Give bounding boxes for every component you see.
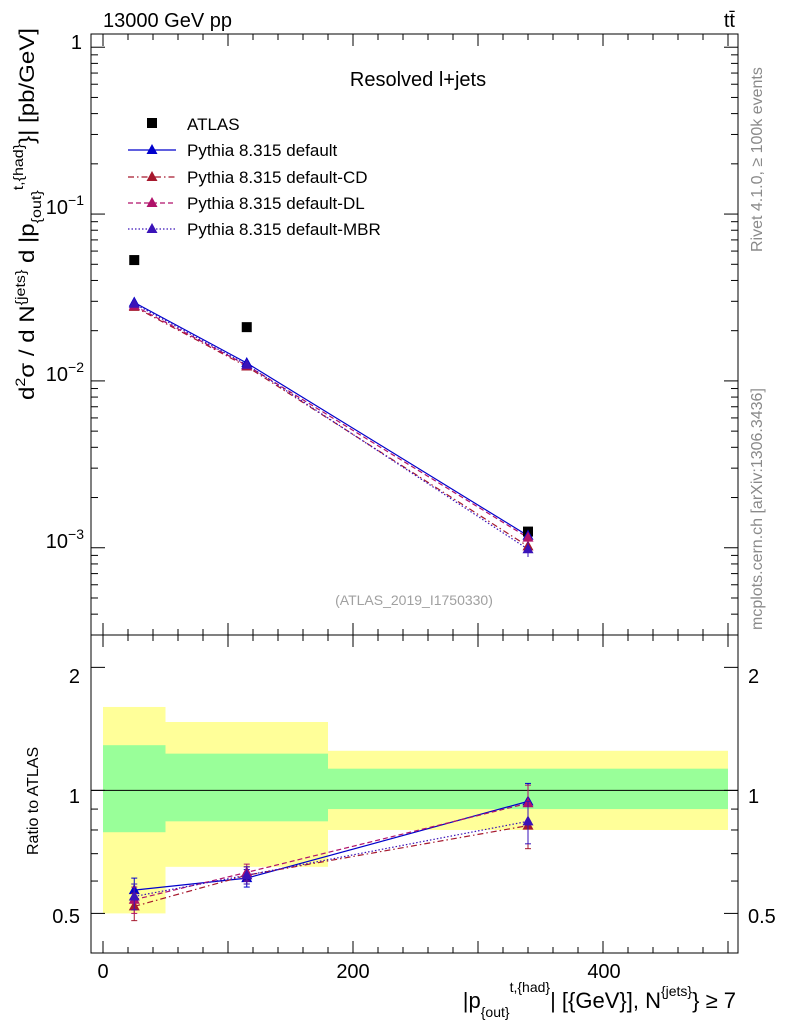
x-axis-title: |p{out}t,{had}| [{GeV}], N{jets}} ≥ 7 [463, 979, 736, 1020]
ratio-y-tick-labels: 0.5 1 2 0.5 1 2 [52, 666, 776, 928]
plot-title: Resolved l+jets [350, 69, 486, 91]
axis-ticks [91, 34, 738, 954]
source-note: mcplots.cern.ch [arXiv:1306.3436] [749, 388, 766, 630]
x-tick-labels: 0 200 400 [97, 961, 620, 983]
analysis-id: (ATLAS_2019_I1750330) [335, 592, 493, 608]
main-y-tick-label: 10−2 [46, 359, 84, 386]
ratio-y-tick-label-left: 1 [69, 786, 80, 808]
x-tick-label: 0 [97, 961, 108, 983]
stat-uncertainty-band [103, 745, 166, 833]
ratio-y-tick-label-right: 1 [748, 786, 759, 808]
legend-label: ATLAS [187, 115, 240, 134]
mc-data-point [241, 358, 253, 369]
mc-series-line [133, 306, 529, 547]
atlas-data-point [241, 322, 252, 333]
main-y-tick-label: 1 [71, 32, 82, 54]
legend-label: Pythia 8.315 default [187, 141, 338, 160]
legend-label: Pythia 8.315 default-CD [187, 168, 368, 187]
legend-marker-default [146, 144, 158, 154]
legend-marker-default-dl [146, 197, 158, 207]
main-y-axis-title: d2σ / d N{jets} d |p{out}t,{had}}| [pb/G… [10, 28, 44, 400]
ratio-y-tick-label-left: 2 [69, 666, 80, 688]
legend-label: Pythia 8.315 default-DL [187, 194, 365, 213]
atlas-data-point [129, 255, 140, 266]
process-label: tt̄ [724, 10, 736, 32]
ratio-data-point [241, 869, 253, 880]
legend: ATLAS Pythia 8.315 default Pythia 8.315 … [128, 115, 381, 239]
mc-series-line [133, 305, 529, 539]
x-tick-label: 400 [587, 961, 620, 983]
main-y-tick-labels: 10−3 10−2 10−1 1 [46, 32, 84, 553]
ratio-data-point [128, 890, 140, 901]
main-y-axis-title-text: d2σ / d N{jets} d |p{out}t,{had}}| [pb/G… [10, 28, 44, 400]
main-y-tick-label: 10−3 [46, 526, 84, 553]
ratio-y-axis-title: Ratio to ATLAS [25, 747, 42, 855]
ratio-y-tick-label-right: 0.5 [748, 906, 776, 928]
main-series-lines [133, 301, 529, 550]
ratio-series-line [134, 825, 529, 908]
main-series-markers [128, 255, 534, 558]
energy-label: 13000 GeV pp [103, 10, 232, 32]
mc-data-point [522, 531, 534, 542]
ratio-series-line [134, 820, 529, 898]
mc-data-point [522, 543, 534, 554]
mc-data-point [128, 297, 140, 308]
ratio-panel-frame [90, 634, 739, 954]
mc-series-line [133, 303, 529, 550]
ratio-series-markers [128, 782, 534, 922]
rivet-note: Rivet 4.1.0, ≥ 100k events [749, 67, 766, 252]
stat-uncertainty-band [165, 753, 328, 822]
legend-marker-atlas [147, 118, 157, 128]
ratio-data-point [522, 815, 534, 826]
legend-label: Pythia 8.315 default-MBR [187, 220, 381, 239]
ratio-uncertainty-bands [103, 706, 728, 914]
ratio-y-tick-label-left: 0.5 [52, 906, 80, 928]
legend-marker-default-cd [146, 171, 158, 181]
main-y-tick-label: 10−1 [46, 192, 84, 219]
ratio-y-tick-label-right: 2 [748, 666, 759, 688]
legend-marker-default-mbr [146, 223, 158, 233]
x-tick-label: 200 [336, 961, 369, 983]
